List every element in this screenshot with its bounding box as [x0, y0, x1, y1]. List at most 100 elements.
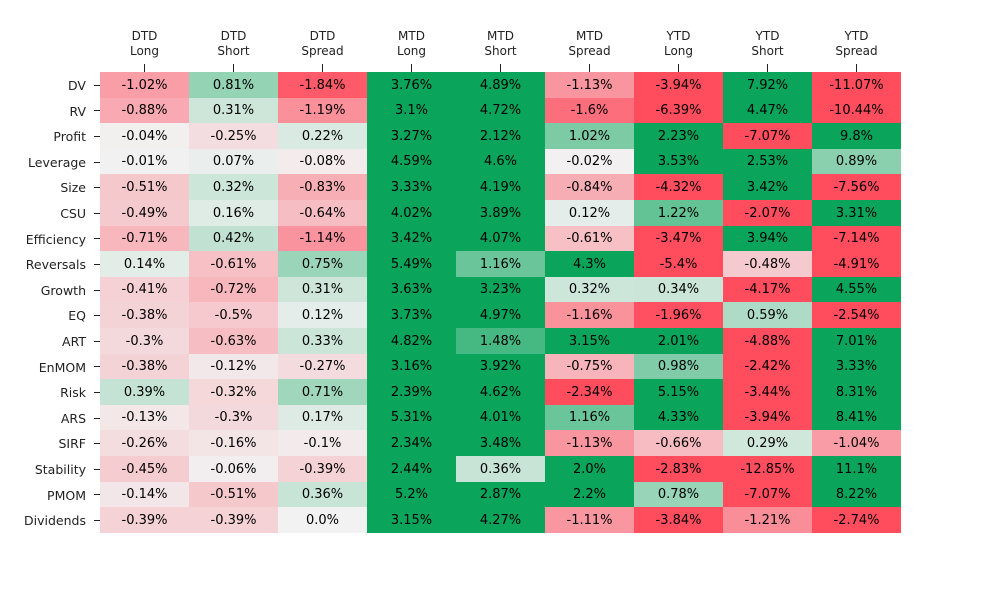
row-tick	[94, 315, 100, 317]
row-label: EnMOM	[38, 359, 86, 375]
heatmap-cell: 0.16%	[189, 200, 278, 226]
column-header: DTD Spread	[278, 29, 367, 59]
heatmap-cell: -3.94%	[634, 72, 723, 98]
column-tick	[589, 64, 590, 72]
heatmap-cell: -0.08%	[278, 149, 367, 174]
heatmap-cell: -2.83%	[634, 456, 723, 482]
heatmap-cell: -0.38%	[100, 354, 189, 379]
heatmap-cell: 8.41%	[812, 405, 901, 430]
column-header-line1: MTD	[576, 29, 603, 43]
row-label: RV	[69, 103, 86, 119]
column-header-line2: Spread	[301, 44, 344, 58]
heatmap-cell: -0.13%	[100, 405, 189, 430]
heatmap-cell: 4.6%	[456, 149, 545, 174]
heatmap-cell: -3.47%	[634, 226, 723, 251]
heatmap-cell: 3.1%	[367, 98, 456, 123]
row-label: ART	[62, 334, 86, 349]
heatmap-cell: -0.01%	[100, 149, 189, 174]
heatmap-cell: 0.78%	[634, 482, 723, 507]
heatmap-cell: -4.17%	[723, 277, 812, 302]
heatmap-cell: -2.07%	[723, 200, 812, 226]
heatmap-cell: 2.53%	[723, 149, 812, 174]
heatmap-cell: 4.89%	[456, 72, 545, 98]
column-header-line2: Spread	[835, 44, 878, 58]
heatmap-cell: -1.13%	[545, 430, 634, 456]
row-tick	[94, 468, 100, 470]
row-label: Risk	[60, 385, 86, 401]
heatmap-cell: 11.1%	[812, 456, 901, 482]
heatmap-cell: 3.42%	[367, 226, 456, 251]
heatmap-cell: -7.14%	[812, 226, 901, 251]
column-tick	[233, 64, 234, 72]
heatmap-cell: 0.71%	[278, 379, 367, 405]
column-tick	[144, 64, 145, 72]
column-header-line1: MTD	[487, 29, 514, 43]
heatmap-cell: 5.15%	[634, 379, 723, 405]
heatmap-cell: -2.54%	[812, 302, 901, 328]
heatmap-cell: -4.91%	[812, 251, 901, 277]
column-header-line1: DTD	[131, 29, 158, 43]
heatmap-cell: -0.5%	[189, 302, 278, 328]
heatmap-cell: 3.89%	[456, 200, 545, 226]
heatmap-cell: 4.55%	[812, 277, 901, 302]
heatmap-cell: 2.0%	[545, 456, 634, 482]
heatmap-cell: -1.13%	[545, 72, 634, 98]
column-tick	[411, 64, 412, 72]
heatmap-cell: 0.22%	[278, 123, 367, 149]
row-label: Growth	[40, 282, 86, 298]
column-tick	[322, 64, 323, 72]
heatmap-cell: 4.07%	[456, 226, 545, 251]
heatmap-cell: -0.83%	[278, 174, 367, 200]
heatmap-cell: -1.16%	[545, 302, 634, 328]
heatmap-cell: -1.21%	[723, 507, 812, 533]
heatmap-cell: -0.88%	[100, 98, 189, 123]
heatmap-cell: 0.32%	[189, 174, 278, 200]
heatmap-cell: 3.23%	[456, 277, 545, 302]
heatmap-cell: -0.66%	[634, 430, 723, 456]
heatmap-cell: -0.48%	[723, 251, 812, 277]
heatmap-cell: -0.39%	[189, 507, 278, 533]
heatmap-cell: -0.75%	[545, 354, 634, 379]
heatmap-cell: 2.12%	[456, 123, 545, 149]
heatmap-cell: -6.39%	[634, 98, 723, 123]
heatmap-cell: 0.31%	[278, 277, 367, 302]
heatmap-cell: 3.33%	[812, 354, 901, 379]
heatmap-cell: 2.23%	[634, 123, 723, 149]
heatmap-cell: 4.19%	[456, 174, 545, 200]
heatmap-cell: -0.12%	[189, 354, 278, 379]
row-label: Efficiency	[25, 231, 86, 247]
heatmap-cell: 2.34%	[367, 430, 456, 456]
heatmap-cell: -0.45%	[100, 456, 189, 482]
row-label: Stability	[34, 462, 86, 477]
heatmap-cell: 4.27%	[456, 507, 545, 533]
row-tick	[94, 392, 100, 393]
heatmap-cell: -0.16%	[189, 430, 278, 456]
heatmap-cell: 9.8%	[812, 123, 901, 149]
heatmap-cell: -0.3%	[189, 405, 278, 430]
heatmap-cell: 4.33%	[634, 405, 723, 430]
column-header-line2: Short	[217, 44, 250, 58]
heatmap-cell: -2.42%	[723, 354, 812, 379]
column-header: YTD Spread	[812, 29, 901, 59]
column-header-line2: Long	[129, 44, 160, 58]
heatmap-cell: 0.89%	[812, 149, 901, 174]
heatmap-cell: -0.41%	[100, 277, 189, 302]
heatmap-cell: -1.6%	[545, 98, 634, 123]
row-tick	[94, 161, 100, 163]
heatmap-cell: 0.36%	[278, 482, 367, 507]
heatmap-cell: -0.04%	[100, 123, 189, 149]
heatmap-cell: 4.59%	[367, 149, 456, 174]
row-tick	[94, 520, 100, 521]
row-label: Size	[60, 180, 86, 196]
heatmap-cell: -3.94%	[723, 405, 812, 430]
heatmap-cell: 1.16%	[545, 405, 634, 430]
heatmap-cell: 4.47%	[723, 98, 812, 123]
row-tick	[94, 136, 100, 137]
heatmap-cell: 0.33%	[278, 328, 367, 354]
heatmap-cell: -10.44%	[812, 98, 901, 123]
heatmap-cell: -0.61%	[545, 226, 634, 251]
row-label: ARS	[60, 410, 86, 426]
heatmap-cell: -0.14%	[100, 482, 189, 507]
heatmap-cell: 4.82%	[367, 328, 456, 354]
heatmap-cell: 0.14%	[100, 251, 189, 277]
